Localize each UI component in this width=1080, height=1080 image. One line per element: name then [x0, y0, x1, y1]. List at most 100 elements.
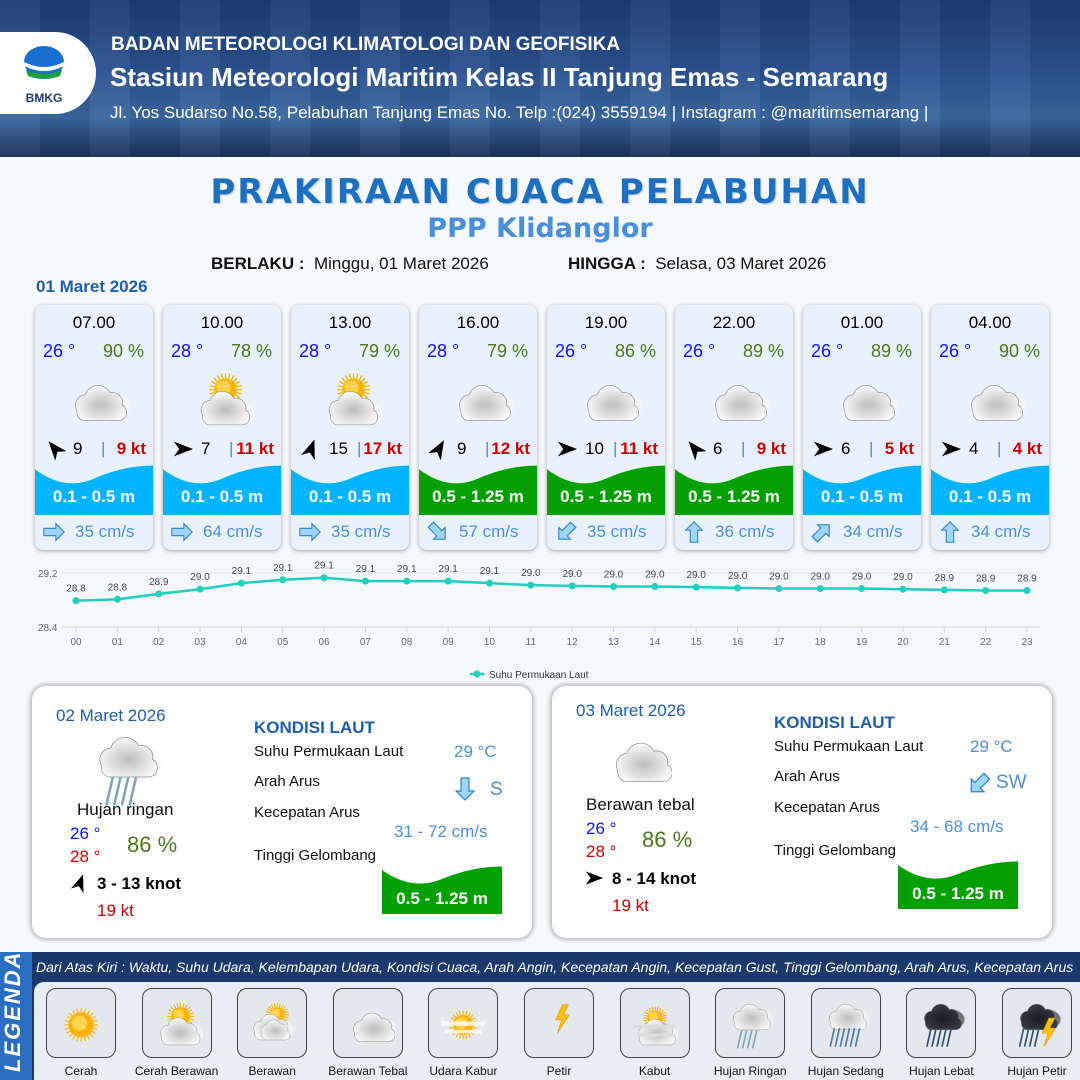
- bmkg-logo: BMKG: [0, 32, 96, 114]
- temperature-max: 28 °: [70, 847, 101, 866]
- y-tick-label: 29.2: [38, 569, 58, 580]
- sst-data-label: 28.9: [935, 573, 955, 584]
- sst-data-label: 29.1: [273, 563, 293, 574]
- x-tick-label: 02: [153, 637, 165, 648]
- wind-info: 6 | 9 kt: [681, 438, 789, 461]
- sst-data-label: 29.0: [521, 568, 541, 579]
- wave-icon: [419, 463, 537, 515]
- current-direction-icon: [41, 520, 67, 544]
- sst-data-label: 29.1: [356, 564, 376, 575]
- current-direction-label: Arah Arus: [774, 768, 840, 785]
- wave-icon: [291, 463, 409, 515]
- legend-label: Cerah: [64, 1064, 98, 1078]
- sst-line: [75, 576, 1027, 602]
- x-tick-label: 05: [277, 637, 289, 648]
- sst-data-label: 28.9: [1017, 574, 1037, 585]
- hujan-sedang-icon: [810, 988, 881, 1058]
- current-speed-range: 31 - 72 cm/s: [394, 822, 488, 841]
- legend-label: Cerah Berawan: [134, 1064, 219, 1078]
- legend-tab: [0, 952, 32, 1080]
- wave-icon: [675, 463, 793, 515]
- x-tick-label: 00: [70, 637, 82, 648]
- humidity: 89 %: [870, 341, 912, 361]
- weather-condition: Berawan tebal: [586, 795, 695, 814]
- humidity: 90 %: [998, 341, 1040, 361]
- y-tick-label: 28.4: [38, 623, 58, 634]
- wind-speed: 6: [841, 439, 851, 458]
- forecast-card-04.00: 04.00 26 ° 90 % 4 | 4 kt 0.1 - 0.5 m 34 …: [931, 305, 1049, 550]
- sst-data-label: 28.9: [976, 574, 996, 585]
- forecast-time: 22.00: [712, 313, 756, 332]
- sst-data-label: 29.0: [769, 572, 789, 583]
- wind-direction-icon: [584, 868, 604, 888]
- sst-point: [858, 585, 866, 593]
- current-speed: 35 cm/s: [75, 522, 135, 541]
- gust-speed: 12 kt: [491, 439, 530, 458]
- current-direction: S: [490, 779, 503, 800]
- legend-description: Dari Atas Kiri : Waktu, Suhu Udara, Kele…: [36, 959, 1074, 975]
- sst-point: [444, 577, 452, 585]
- current-info: 35 cm/s: [41, 520, 151, 544]
- wind-speed: 4: [969, 439, 979, 458]
- sst-data-label: 28.8: [108, 582, 128, 593]
- current-speed: 35 cm/s: [587, 522, 647, 541]
- forecast-time: 13.00: [328, 313, 372, 332]
- gust-speed: 17 kt: [363, 439, 402, 458]
- air-temperature: 28 °: [299, 341, 332, 361]
- forecast-time: 07.00: [72, 313, 116, 332]
- separator: |: [613, 439, 618, 458]
- wind-direction-icon: [555, 438, 579, 460]
- x-tick-label: 08: [401, 637, 413, 648]
- legend-label: Suhu Permukaan Laut: [489, 670, 589, 681]
- wave-height-label: Tinggi Gelombang: [254, 847, 377, 864]
- weather-condition: Hujan ringan: [77, 800, 174, 819]
- sst-data-label: 29.1: [314, 561, 334, 572]
- gust-speed: 11 kt: [236, 439, 274, 458]
- air-temperature: 26 °: [683, 341, 716, 361]
- sea-condition-title: KONDISI LAUT: [254, 718, 375, 737]
- day1-date: 01 Maret 2026: [36, 277, 148, 296]
- air-temperature: 26 °: [811, 341, 844, 361]
- current-speed: 64 cm/s: [203, 522, 263, 541]
- sst-data-label: 29.1: [397, 564, 417, 575]
- weather-cerah-berawan-icon: [313, 369, 388, 429]
- x-tick-label: 11: [526, 637, 537, 648]
- humidity: 78 %: [230, 341, 272, 361]
- kabut-icon: [619, 988, 690, 1058]
- wave-icon: [382, 864, 502, 914]
- wind-direction-icon: [939, 438, 963, 460]
- cerah-berawan-icon: [141, 988, 212, 1058]
- sst-point: [403, 577, 411, 585]
- wind-direction-icon: [43, 438, 67, 461]
- wind-direction-icon: [171, 438, 195, 460]
- forecast-card-13.00: 13.00 28 ° 79 % 15 | 17 kt 0.1 - 0.5 m 3…: [291, 305, 409, 550]
- sst-point: [651, 583, 659, 590]
- humidity: 86 %: [614, 341, 656, 361]
- x-tick-label: 01: [112, 637, 124, 648]
- weather-berawan-tebal-icon: [441, 369, 516, 429]
- separator: |: [997, 439, 1002, 458]
- x-tick-label: 06: [319, 637, 331, 648]
- x-tick-label: 07: [360, 637, 372, 648]
- humidity: 86 %: [127, 832, 178, 857]
- wave-icon: [803, 463, 921, 515]
- forecast-time: 04.00: [968, 313, 1012, 332]
- wind-speed: 7: [201, 439, 211, 458]
- separator: |: [869, 439, 874, 458]
- sst-point: [361, 577, 369, 585]
- wave-icon: [898, 859, 1018, 909]
- sst-value: 29 °C: [970, 737, 1013, 756]
- forecast-time: 01.00: [840, 313, 884, 332]
- sst-data-label: 29.1: [232, 566, 252, 577]
- legend-label: Kabut: [638, 1064, 671, 1078]
- wave-height: 0.1 - 0.5 m: [308, 487, 392, 506]
- gust-speed: 9 kt: [756, 439, 786, 458]
- gust-speed: 19 kt: [612, 896, 649, 915]
- current-info: 57 cm/s: [425, 520, 535, 544]
- sst-point: [527, 581, 535, 589]
- x-tick-label: 04: [236, 637, 248, 648]
- separator: |: [741, 439, 746, 458]
- wind-speed: 9: [73, 439, 83, 458]
- wave-height-label: Tinggi Gelombang: [774, 842, 897, 859]
- wind-speed: 6: [713, 439, 723, 458]
